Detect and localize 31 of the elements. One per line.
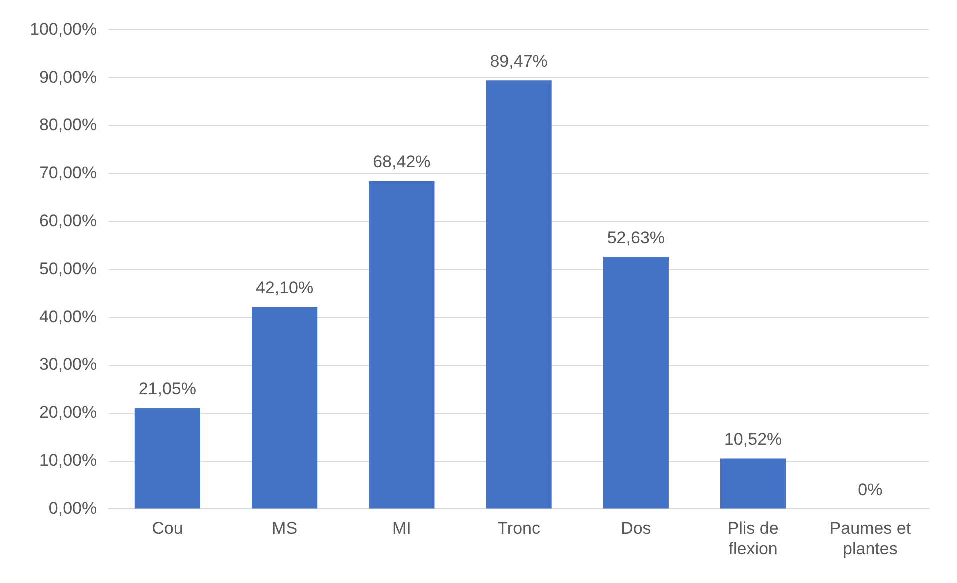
data-label: 10,52% bbox=[724, 430, 782, 449]
x-tick-label: MS bbox=[272, 519, 298, 538]
data-label: 68,42% bbox=[373, 152, 431, 172]
y-tick-label: 50,00% bbox=[39, 259, 98, 278]
y-tick-label: 30,00% bbox=[39, 355, 98, 374]
x-tick-label: Cou bbox=[152, 519, 184, 538]
y-tick-label: 90,00% bbox=[39, 68, 98, 87]
data-label: 52,63% bbox=[607, 228, 666, 248]
x-tick-label: Dos bbox=[621, 519, 652, 538]
bar bbox=[720, 458, 786, 509]
bar bbox=[603, 257, 669, 509]
y-tick-label: 60,00% bbox=[39, 211, 98, 230]
bar bbox=[252, 308, 318, 509]
bar bbox=[369, 181, 435, 509]
data-label: 0% bbox=[858, 480, 883, 500]
x-tick-label: Plis de flexion bbox=[728, 519, 779, 558]
data-label: 21,05% bbox=[138, 380, 197, 399]
x-tick-label: Tronc bbox=[498, 519, 541, 538]
y-tick-label: 0,00% bbox=[48, 498, 98, 518]
y-tick-label: 70,00% bbox=[39, 164, 98, 183]
data-label: 89,47% bbox=[490, 52, 548, 71]
data-label: 42,10% bbox=[256, 278, 314, 298]
y-tick-label: 80,00% bbox=[39, 116, 98, 135]
bar bbox=[134, 408, 200, 509]
x-tick-label: MI bbox=[392, 519, 412, 538]
y-tick-label: 10,00% bbox=[39, 450, 98, 470]
y-tick-label: 20,00% bbox=[39, 403, 98, 422]
x-tick-label: Paumes et plantes bbox=[830, 519, 912, 558]
y-tick-label: 100,00% bbox=[30, 20, 98, 39]
y-tick-label: 40,00% bbox=[39, 307, 98, 326]
bar bbox=[486, 80, 552, 509]
